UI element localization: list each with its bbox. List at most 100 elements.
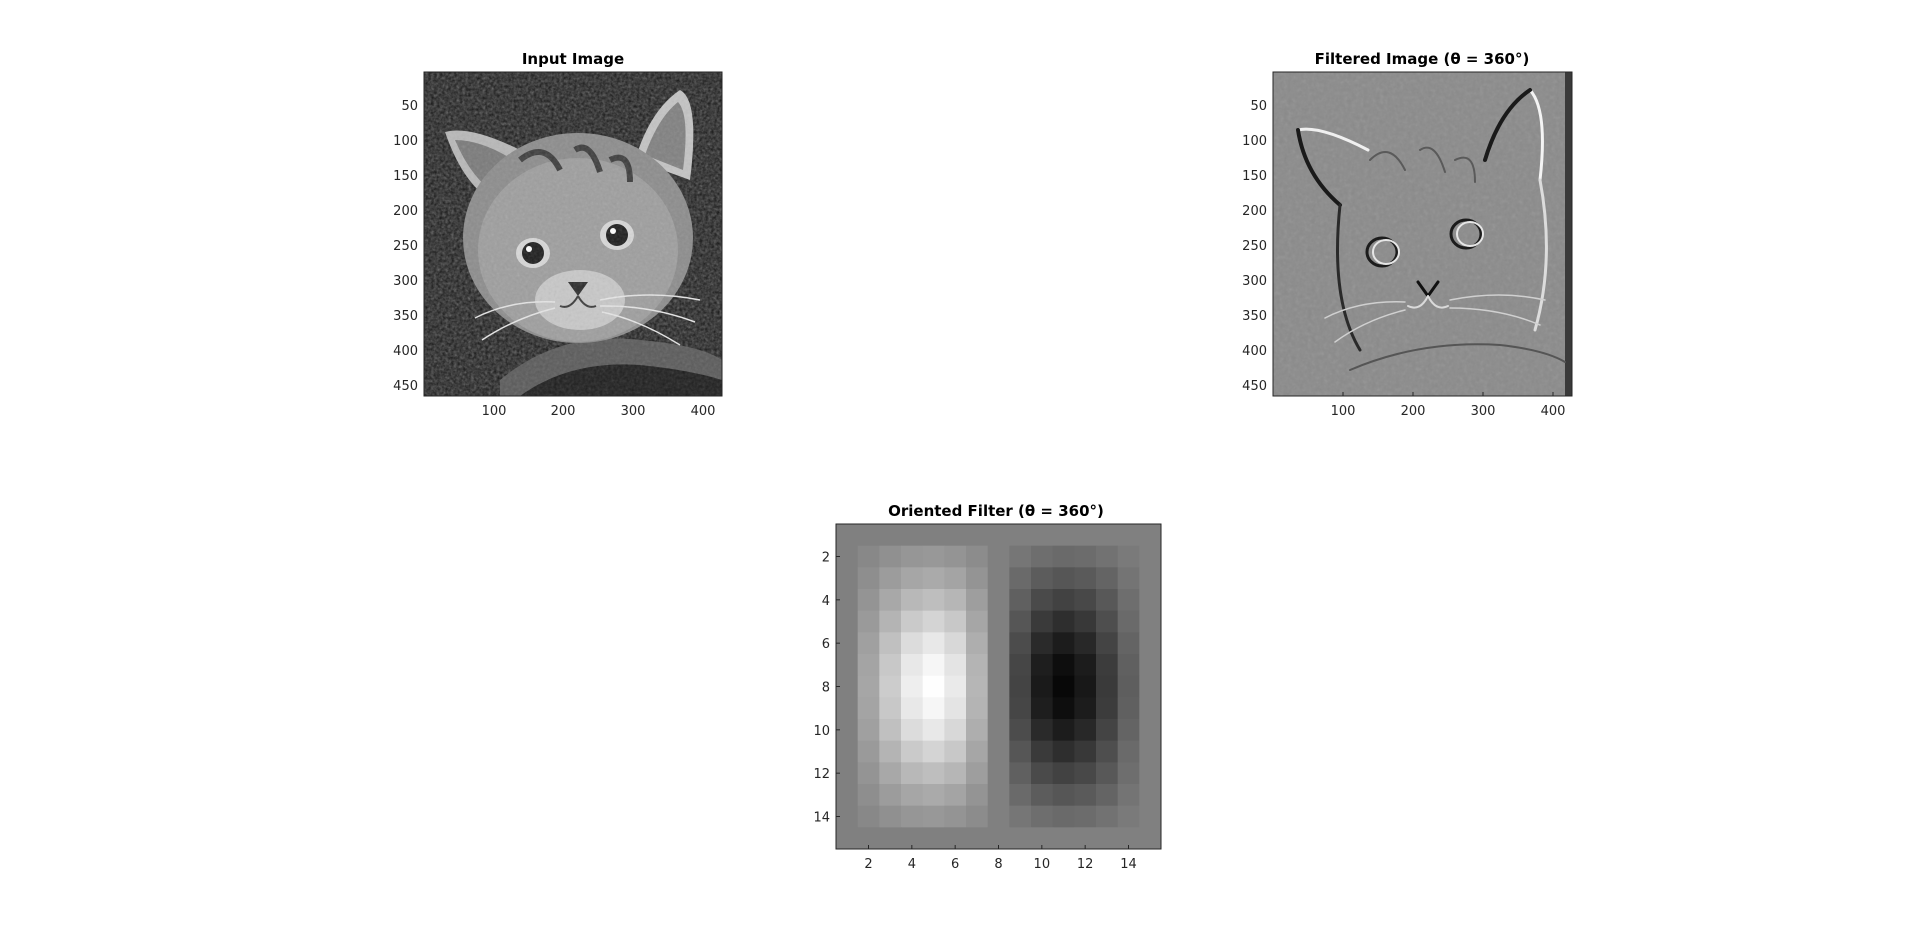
heatmap-cell: [1031, 740, 1054, 763]
heatmap-cell: [1009, 524, 1032, 547]
heatmap-cell: [1031, 610, 1054, 633]
heatmap-cell: [944, 762, 967, 785]
heatmap-cell: [1096, 827, 1119, 850]
heatmap-cell: [1117, 567, 1140, 590]
x-tick-label: 400: [691, 404, 716, 419]
y-tick-label: 12: [813, 767, 830, 782]
y-tick-label: 300: [393, 274, 418, 289]
heatmap-cell: [901, 762, 924, 785]
heatmap-cell: [1074, 740, 1097, 763]
heatmap-cell: [987, 697, 1010, 720]
heatmap-cell: [1031, 697, 1054, 720]
y-tick-label: 300: [1242, 274, 1267, 289]
heatmap-cell: [944, 567, 967, 590]
heatmap-cell: [836, 567, 859, 590]
heatmap-cell: [1074, 610, 1097, 633]
heatmap-cell: [1009, 719, 1032, 742]
heatmap-cell: [1031, 675, 1054, 698]
heatmap-cell: [987, 762, 1010, 785]
heatmap-cell: [1052, 805, 1075, 828]
heatmap-cell: [1052, 697, 1075, 720]
heatmap-cell: [1052, 762, 1075, 785]
heatmap-cell: [1074, 632, 1097, 655]
heatmap-cell: [944, 805, 967, 828]
heatmap-cell: [944, 719, 967, 742]
x-tick-label: 400: [1541, 404, 1566, 419]
heatmap-cell: [1009, 610, 1032, 633]
heatmap-cell: [836, 740, 859, 763]
y-tick-label: 100: [393, 134, 418, 149]
heatmap-cell: [1031, 632, 1054, 655]
heatmap-cell: [966, 610, 989, 633]
oriented-filter-heatmap: [836, 524, 1162, 850]
y-tick-label: 250: [1242, 239, 1267, 254]
x-tick-label: 4: [908, 857, 916, 872]
heatmap-cell: [901, 610, 924, 633]
heatmap-cell: [1009, 784, 1032, 807]
filtered-image-axes-box: [1272, 71, 1573, 397]
heatmap-cell: [966, 589, 989, 612]
heatmap-cell: [966, 545, 989, 568]
x-tick-label: 14: [1120, 857, 1137, 872]
heatmap-cell: [1139, 524, 1162, 547]
heatmap-cell: [1117, 524, 1140, 547]
x-tick-label: 100: [482, 404, 507, 419]
y-tick-label: 450: [1242, 379, 1267, 394]
heatmap-cell: [879, 697, 902, 720]
heatmap-cell: [1139, 697, 1162, 720]
heatmap-cell: [1074, 697, 1097, 720]
y-tick-label: 6: [822, 637, 830, 652]
heatmap-cell: [879, 589, 902, 612]
x-tick-label: 12: [1077, 857, 1094, 872]
y-tick-label: 200: [393, 204, 418, 219]
heatmap-cell: [1096, 675, 1119, 698]
heatmap-cell: [1009, 632, 1032, 655]
heatmap-cell: [944, 632, 967, 655]
heatmap-cell: [857, 654, 880, 677]
heatmap-cell: [1009, 654, 1032, 677]
heatmap-cell: [857, 589, 880, 612]
heatmap-cell: [944, 675, 967, 698]
heatmap-cell: [836, 632, 859, 655]
heatmap-cell: [1009, 762, 1032, 785]
heatmap-cell: [879, 784, 902, 807]
heatmap-cell: [857, 610, 880, 633]
heatmap-cell: [1139, 805, 1162, 828]
heatmap-cell: [1074, 654, 1097, 677]
heatmap-cell: [901, 697, 924, 720]
y-tick-label: 450: [393, 379, 418, 394]
input-image-axes-box: [423, 71, 723, 397]
heatmap-cell: [922, 567, 945, 590]
heatmap-cell: [1009, 675, 1032, 698]
heatmap-cell: [966, 740, 989, 763]
heatmap-cell: [1096, 784, 1119, 807]
y-tick-label: 250: [393, 239, 418, 254]
heatmap-cell: [879, 654, 902, 677]
heatmap-cell: [1139, 632, 1162, 655]
heatmap-cell: [1031, 654, 1054, 677]
heatmap-cell: [1096, 654, 1119, 677]
heatmap-cell: [857, 762, 880, 785]
heatmap-cell: [1139, 545, 1162, 568]
heatmap-cell: [922, 762, 945, 785]
y-tick-label: 50: [1250, 99, 1267, 114]
heatmap-cell: [1139, 589, 1162, 612]
heatmap-cell: [966, 762, 989, 785]
heatmap-cell: [1052, 654, 1075, 677]
heatmap-cell: [879, 762, 902, 785]
heatmap-cell: [857, 805, 880, 828]
x-tick-label: 10: [1034, 857, 1051, 872]
oriented-filter-title: Oriented Filter (θ = 360°): [888, 502, 1104, 520]
heatmap-cell: [944, 545, 967, 568]
heatmap-cell: [1139, 827, 1162, 850]
heatmap-cell: [901, 784, 924, 807]
heatmap-cell: [1096, 762, 1119, 785]
heatmap-cell: [987, 545, 1010, 568]
heatmap-cell: [1074, 545, 1097, 568]
heatmap-cell: [879, 524, 902, 547]
heatmap-cell: [857, 740, 880, 763]
filtered-image-y-axis: 50 100 150 200 250 300 350 400 450: [1242, 99, 1267, 394]
heatmap-cell: [1074, 762, 1097, 785]
heatmap-cell: [922, 545, 945, 568]
heatmap-cell: [987, 784, 1010, 807]
